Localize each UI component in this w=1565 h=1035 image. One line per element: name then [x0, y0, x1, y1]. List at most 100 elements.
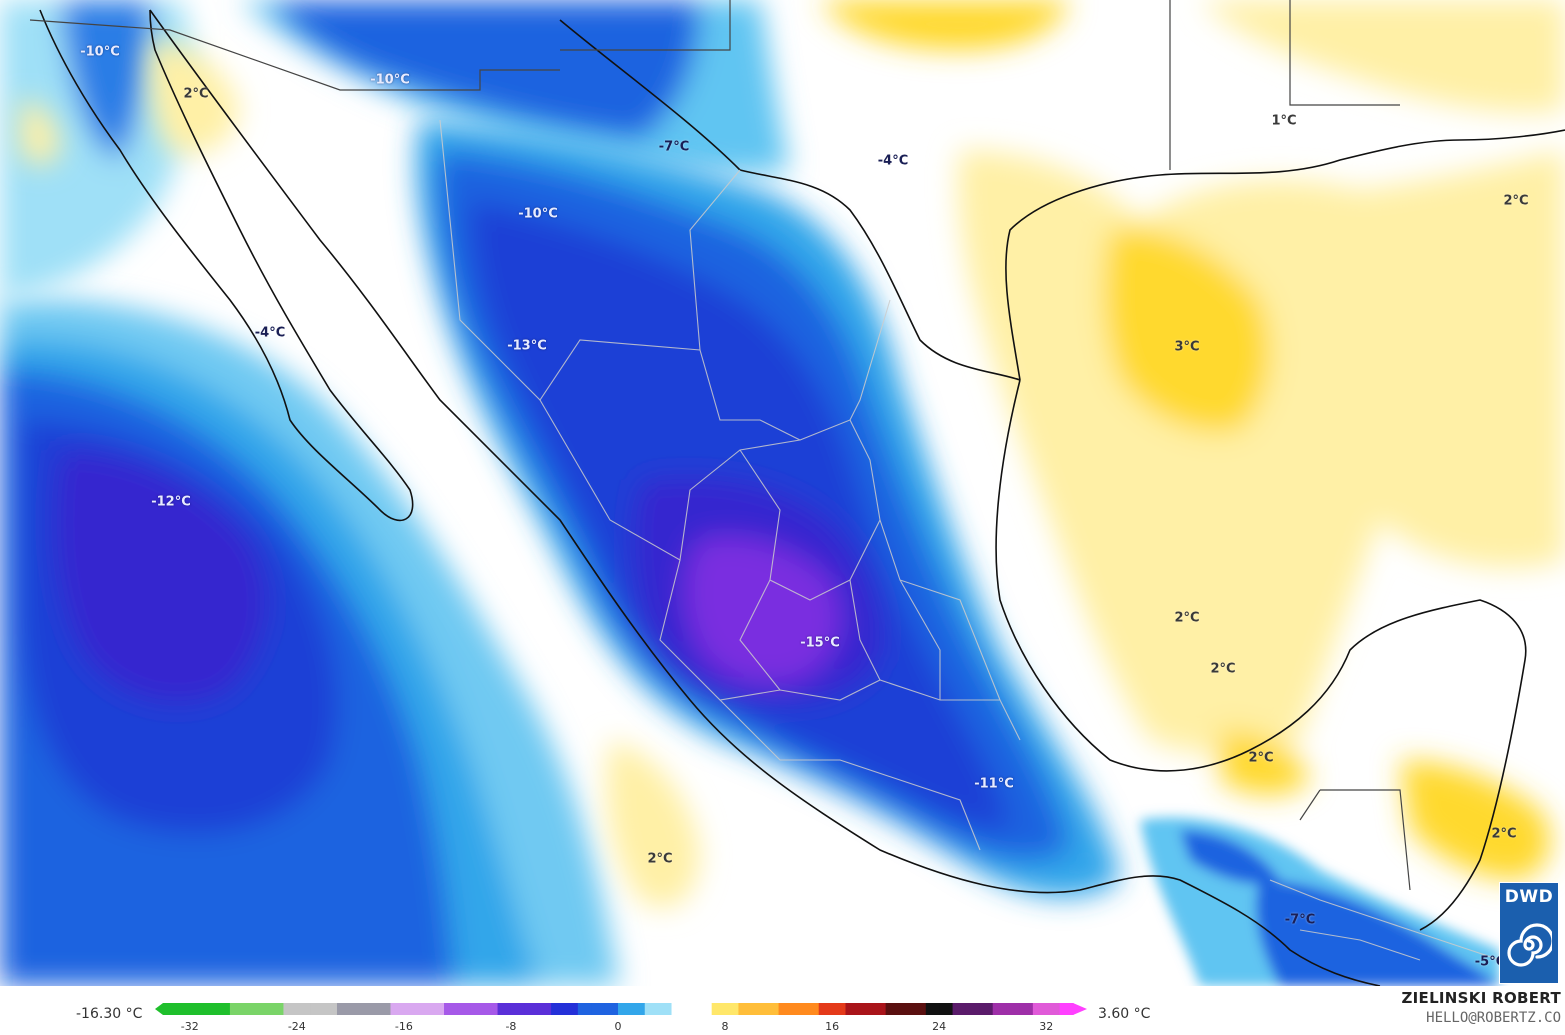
color-scale-segment	[738, 1003, 753, 1015]
color-scale-segment	[765, 1003, 780, 1015]
temperature-label: -11°C	[974, 776, 1014, 792]
color-scale-segment	[899, 1003, 914, 1015]
state-borders	[439, 119, 1501, 961]
color-scale-segment	[283, 1003, 298, 1015]
color-scale-segment	[644, 1003, 659, 1015]
legend-max-label: 3.60 °C	[1098, 1006, 1151, 1022]
color-scale-segment	[310, 1003, 325, 1015]
color-scale-segment	[671, 1003, 686, 1015]
coastlines	[39, 9, 1565, 986]
color-scale-segment	[885, 1003, 900, 1015]
color-scale-segment	[243, 1003, 258, 1015]
legend-bar: -16.30 °C -32 -24 -16 -8 0 8 16 24 32 3.60 °C ZI…	[0, 986, 1565, 1035]
color-scale-segment	[203, 1003, 218, 1015]
temperature-label: -15°C	[800, 635, 840, 651]
temperature-anomaly-map: -10°C -10°C 2°C 1°C -7°C -4°C 2°C -10°C -4°C -13°…	[0, 0, 1565, 986]
legend-tick-label: 16	[825, 1020, 840, 1033]
color-scale-segment	[377, 1003, 392, 1015]
color-scale-segment	[176, 1003, 191, 1015]
temperature-label: 2°C	[1503, 193, 1529, 209]
color-scale-segment	[229, 1003, 244, 1015]
dwd-logo: DWD	[1499, 882, 1559, 984]
color-scale-segment	[524, 1003, 539, 1015]
color-scale-segment	[1032, 1003, 1047, 1015]
color-scale-segment	[537, 1003, 552, 1015]
temperature-label: -10°C	[80, 44, 120, 60]
color-scale-segment	[470, 1003, 485, 1015]
legend-tick-label: 8	[721, 1020, 729, 1033]
temperature-label: -10°C	[370, 72, 410, 88]
color-scale-segment	[551, 1003, 566, 1015]
legend-tick-label: -32	[180, 1020, 199, 1033]
dwd-logo-text: DWD	[1504, 887, 1554, 907]
color-scale-segment	[751, 1003, 766, 1015]
color-scale-segment	[296, 1003, 311, 1015]
color-scale-segment	[912, 1003, 927, 1015]
legend-tick-label: 0	[614, 1020, 622, 1033]
color-scale-segment	[698, 1003, 713, 1015]
legend-tick-label: -8	[505, 1020, 517, 1033]
color-scale-segment	[577, 1003, 592, 1015]
color-scale-segment	[618, 1003, 632, 1015]
color-scale-right-arrow	[1073, 1003, 1087, 1015]
color-scale-segment	[965, 1003, 980, 1015]
credit-email: HELLO@ROBERTZ.CO	[1426, 1010, 1561, 1026]
color-scale-segment	[457, 1003, 472, 1015]
temperature-label: 2°C	[1174, 610, 1200, 626]
legend-min-label: -16.30 °C	[76, 1006, 143, 1022]
color-scale-segment	[925, 1003, 940, 1015]
color-scale-segment	[631, 1003, 646, 1015]
color-scale-segment	[350, 1003, 365, 1015]
pacific-cold-field	[0, 298, 620, 986]
temperature-label: 2°C	[1491, 826, 1517, 842]
color-scale-segment	[189, 1003, 204, 1015]
color-scale-segment	[1046, 1003, 1061, 1015]
color-scale-segment	[1006, 1003, 1021, 1015]
color-scale-segment	[725, 1003, 740, 1015]
color-scale-segment	[510, 1003, 525, 1015]
color-scale-left-arrow	[155, 1003, 163, 1015]
temperature-label: 2°C	[647, 851, 673, 867]
country-borders	[29, 0, 1411, 891]
color-scale-segment	[791, 1003, 806, 1015]
temperature-label: -13°C	[507, 338, 547, 354]
color-scale-segment	[430, 1003, 445, 1015]
legend-tick-label: 24	[932, 1020, 947, 1033]
color-scale-segment	[497, 1003, 512, 1015]
temperature-label: -4°C	[254, 325, 286, 341]
color-scale-segment	[336, 1003, 351, 1015]
legend-tick-label: -16	[394, 1020, 413, 1033]
color-scale-segment	[163, 1003, 177, 1015]
temperature-label: 2°C	[1248, 750, 1274, 766]
color-scale-segment	[256, 1003, 271, 1015]
color-scale-segment	[818, 1003, 833, 1015]
color-scale-segment	[323, 1003, 338, 1015]
color-scale-segment	[952, 1003, 967, 1015]
temperature-label: -12°C	[151, 494, 191, 510]
color-scale-segment	[845, 1003, 860, 1015]
temperature-label: 1°C	[1271, 113, 1297, 129]
credit-author: ZIELINSKI ROBERT	[1401, 989, 1561, 1007]
color-scale-segment	[444, 1003, 459, 1015]
legend-tick-label: -24	[287, 1020, 306, 1033]
color-scale-segment	[1059, 1003, 1074, 1015]
color-scale-segment	[604, 1003, 619, 1015]
temperature-label: -4°C	[877, 153, 909, 169]
color-scale-segment	[805, 1003, 820, 1015]
temperature-label: 2°C	[183, 86, 209, 102]
color-scale-segment	[711, 1003, 726, 1015]
legend-tick-label: 32	[1039, 1020, 1054, 1033]
color-scale-segment	[832, 1003, 847, 1015]
color-scale-segment	[858, 1003, 873, 1015]
temperature-label: -7°C	[658, 139, 690, 155]
color-scale	[155, 1003, 1087, 1015]
warm-anomaly-field	[20, 0, 1565, 908]
temperature-label: 2°C	[1210, 661, 1236, 677]
color-scale-segment	[363, 1003, 378, 1015]
color-scale-segment	[1019, 1003, 1034, 1015]
northwest-cold-field	[0, 0, 790, 300]
color-scale-segment	[992, 1003, 1007, 1015]
color-scale-segment	[591, 1003, 606, 1015]
color-scale-segment	[484, 1003, 499, 1015]
color-scale-segment	[216, 1003, 231, 1015]
